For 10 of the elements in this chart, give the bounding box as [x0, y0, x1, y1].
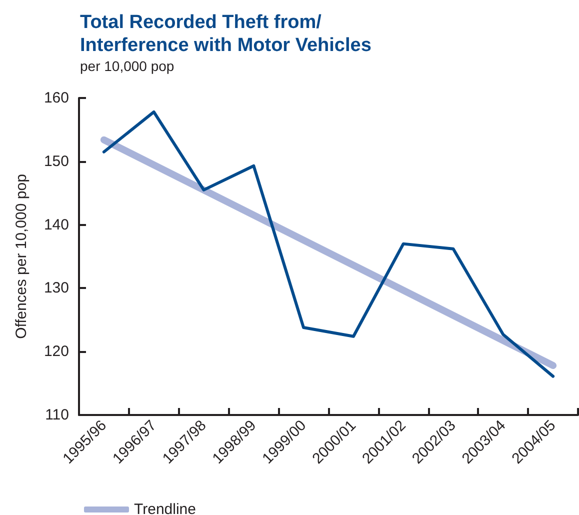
y-tick-label: 150 [44, 152, 69, 170]
y-tick-label: 130 [44, 280, 69, 297]
y-tick-label: 120 [44, 343, 69, 360]
legend-label: Trendline [134, 501, 196, 515]
y-axis-title: Offences per 10,000 pop [13, 174, 30, 339]
y-tick-label: 110 [45, 406, 69, 424]
y-tick-label: 160 [44, 90, 69, 106]
chart-subtitle: per 10,000 pop [80, 58, 174, 74]
y-tick-label: 140 [44, 216, 69, 234]
chart-title: Total Recorded Theft from/ Interference with Motor Vehicles [80, 12, 372, 56]
